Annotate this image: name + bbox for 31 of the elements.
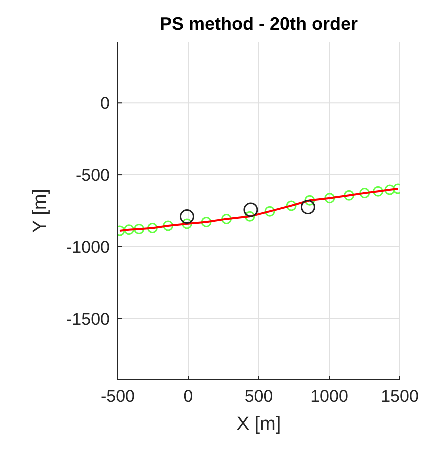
point (147, 223, 158, 234)
y-tick-label: -1000 (66, 238, 110, 257)
point (221, 214, 232, 224)
x-tick-label: 0 (184, 387, 194, 406)
point (304, 195, 316, 206)
point (244, 202, 258, 218)
x-axis-title: X [m] (236, 414, 282, 435)
point (182, 218, 192, 230)
point (373, 186, 384, 197)
point (264, 206, 276, 217)
point (180, 210, 194, 224)
point (300, 200, 316, 215)
point (163, 220, 174, 232)
y-tick-label: -500 (76, 166, 110, 186)
point (384, 184, 396, 196)
point (124, 224, 135, 236)
point (286, 200, 297, 212)
point (201, 216, 212, 228)
x-tick-label: 1000 (310, 387, 348, 406)
point (134, 224, 145, 235)
y-tick-label: -1500 (66, 310, 110, 329)
x-tick-label: -500 (100, 387, 136, 406)
x-tick-label: 1500 (381, 387, 419, 406)
chart-title: PS method - 20th order (160, 14, 358, 34)
point (344, 190, 354, 201)
point (244, 211, 256, 222)
x-tick-label: 500 (244, 387, 274, 406)
y-axis-title: Y [m] (30, 189, 51, 233)
y-tick-label: 0 (100, 94, 110, 114)
point (324, 193, 336, 204)
point (360, 188, 370, 199)
